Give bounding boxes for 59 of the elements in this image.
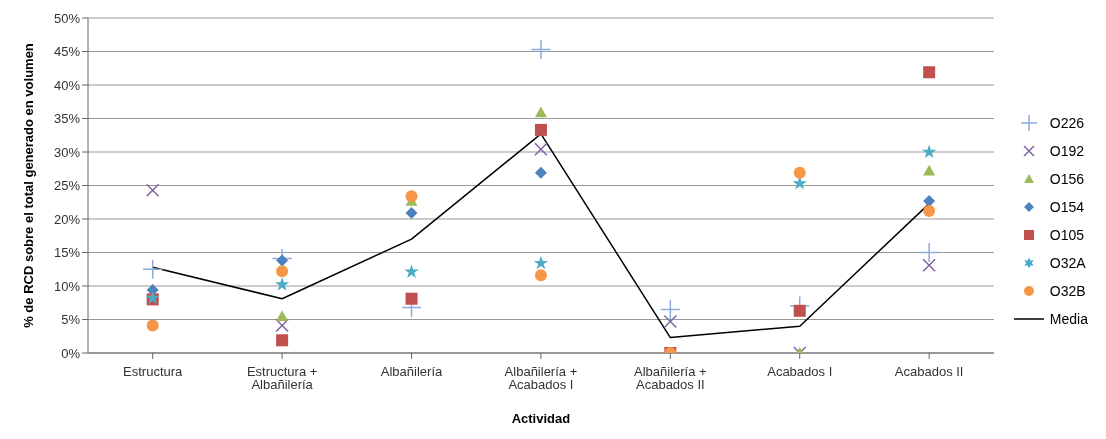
point bbox=[275, 318, 289, 333]
legend-label: O105 bbox=[1049, 226, 1085, 243]
point bbox=[276, 254, 289, 267]
point bbox=[921, 144, 937, 159]
point bbox=[142, 258, 164, 280]
point bbox=[918, 242, 940, 263]
point bbox=[534, 106, 547, 118]
point bbox=[659, 299, 681, 320]
x-axis-title: Actividad bbox=[511, 411, 571, 426]
point bbox=[534, 142, 548, 157]
x-tick-label: Estructura + Albañilería bbox=[246, 364, 318, 393]
point bbox=[145, 183, 160, 197]
point bbox=[276, 334, 289, 347]
point bbox=[530, 39, 552, 60]
point bbox=[793, 166, 806, 179]
point bbox=[274, 277, 290, 291]
legend-label: O154 bbox=[1049, 198, 1085, 215]
legend-label: O156 bbox=[1049, 170, 1085, 187]
point bbox=[923, 204, 936, 217]
legend-label: O192 bbox=[1049, 142, 1085, 159]
x-tick-label: Acabados II bbox=[894, 364, 964, 380]
y-tick-label: 10% bbox=[53, 278, 81, 294]
x-tick-label: Albañilería + Acabados II bbox=[634, 364, 707, 393]
y-axis-title: % de RCD sobre el total generado en volumen bbox=[20, 43, 36, 328]
x-tick-label: Albañilería + Acabados I bbox=[504, 364, 578, 393]
point bbox=[663, 314, 678, 329]
point bbox=[534, 269, 547, 282]
legend-label: O32B bbox=[1049, 282, 1086, 299]
point bbox=[405, 190, 418, 203]
y-tick-label: 5% bbox=[61, 312, 81, 328]
point bbox=[793, 304, 806, 317]
point bbox=[923, 66, 936, 79]
x-tick-label: Estructura bbox=[123, 364, 184, 380]
y-tick-label: 25% bbox=[53, 178, 81, 194]
y-tick-label: 35% bbox=[53, 111, 81, 127]
x-tick-label: Albañilería bbox=[380, 364, 443, 380]
point bbox=[404, 264, 419, 279]
y-tick-label: 15% bbox=[53, 245, 81, 261]
y-tick-label: 40% bbox=[53, 77, 81, 93]
point bbox=[276, 310, 289, 321]
y-tick-label: 0% bbox=[61, 345, 81, 361]
point bbox=[923, 164, 936, 176]
y-tick-label: 45% bbox=[53, 44, 81, 60]
point bbox=[534, 166, 547, 179]
point bbox=[405, 292, 418, 305]
legend-label: O226 bbox=[1049, 114, 1085, 131]
point bbox=[405, 206, 418, 219]
y-tick-label: 50% bbox=[53, 10, 81, 26]
point bbox=[923, 194, 936, 207]
point bbox=[534, 123, 547, 136]
y-tick-label: 30% bbox=[53, 144, 81, 160]
legend-label: O32A bbox=[1049, 254, 1086, 271]
point bbox=[922, 258, 936, 272]
x-tick-label: Acabados I bbox=[767, 364, 833, 380]
point bbox=[533, 255, 549, 270]
point bbox=[276, 265, 289, 278]
point bbox=[146, 319, 159, 332]
y-tick-label: 20% bbox=[53, 211, 81, 227]
legend-label: Media bbox=[1049, 310, 1088, 327]
